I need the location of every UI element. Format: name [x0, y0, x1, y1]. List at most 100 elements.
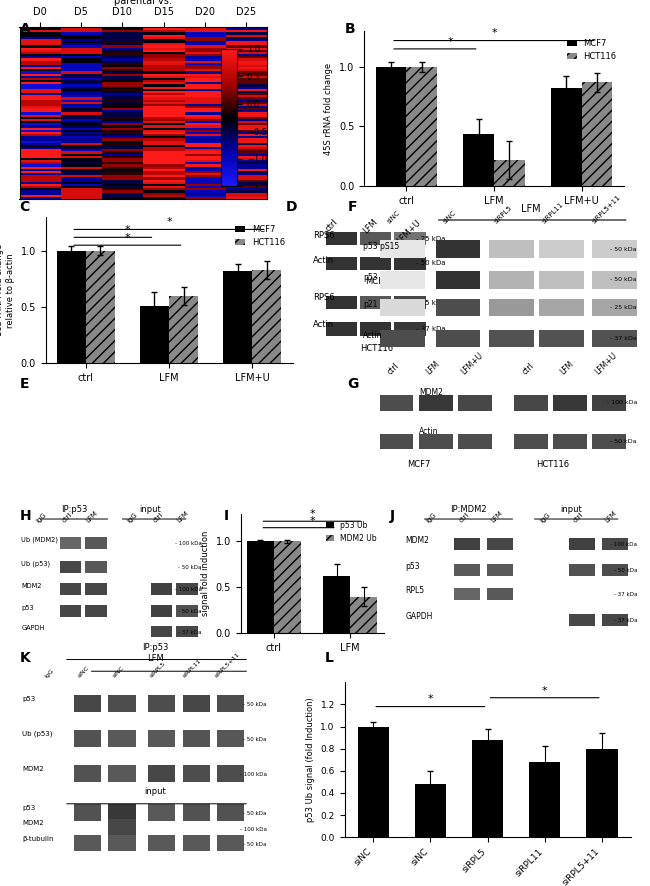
- Text: ctrl: ctrl: [520, 361, 536, 376]
- Bar: [109, 695, 136, 712]
- Bar: [540, 330, 584, 347]
- Text: siRPL11: siRPL11: [541, 201, 565, 224]
- Text: MCF7: MCF7: [408, 460, 431, 469]
- Bar: [376, 66, 406, 186]
- Text: LFM: LFM: [182, 392, 199, 400]
- Text: input: input: [560, 505, 582, 514]
- Text: LFM: LFM: [521, 204, 541, 214]
- Y-axis label: 45S rRNA fold change: 45S rRNA fold change: [324, 63, 333, 154]
- Bar: [463, 134, 494, 186]
- Text: *: *: [491, 28, 497, 38]
- Bar: [529, 762, 560, 837]
- Circle shape: [54, 403, 67, 419]
- Text: ctrl: ctrl: [60, 512, 73, 525]
- Bar: [380, 395, 413, 411]
- Circle shape: [68, 406, 72, 411]
- Text: - 100 kDa: - 100 kDa: [174, 541, 202, 546]
- Bar: [488, 588, 513, 600]
- Text: L: L: [325, 651, 334, 665]
- Bar: [592, 240, 637, 258]
- Circle shape: [212, 445, 238, 478]
- Text: IgG: IgG: [44, 668, 55, 679]
- Bar: [569, 614, 595, 626]
- Bar: [582, 82, 612, 186]
- Text: ctrl: ctrl: [572, 512, 585, 525]
- Text: Ub (p53): Ub (p53): [22, 730, 53, 737]
- Bar: [169, 296, 198, 363]
- Text: siNC: siNC: [77, 665, 90, 679]
- Bar: [274, 541, 300, 633]
- Bar: [85, 583, 107, 595]
- Text: HCT116: HCT116: [361, 344, 393, 354]
- Bar: [74, 695, 101, 712]
- Bar: [494, 159, 525, 186]
- Text: *: *: [309, 516, 315, 526]
- Text: - 37 kDa: - 37 kDa: [614, 618, 637, 623]
- Circle shape: [239, 392, 268, 430]
- Text: - 50 kDa: - 50 kDa: [243, 702, 266, 707]
- Legend: MCF7, HCT116: MCF7, HCT116: [564, 35, 620, 64]
- Text: p53: p53: [363, 273, 378, 282]
- Text: siNC: siNC: [112, 665, 125, 679]
- Bar: [74, 730, 101, 747]
- Text: β-tubulin: β-tubulin: [22, 835, 53, 842]
- Bar: [489, 299, 534, 316]
- Bar: [415, 784, 446, 837]
- Bar: [148, 730, 175, 747]
- Text: - 50 kDa: - 50 kDa: [243, 843, 266, 847]
- Bar: [217, 730, 244, 747]
- Text: F: F: [348, 200, 358, 214]
- Bar: [183, 804, 210, 821]
- Bar: [602, 614, 628, 626]
- Bar: [326, 323, 357, 336]
- Circle shape: [233, 435, 243, 447]
- Bar: [602, 539, 628, 550]
- Bar: [151, 583, 172, 595]
- Bar: [436, 299, 480, 316]
- Text: RPL5: RPL5: [406, 587, 424, 595]
- Bar: [540, 271, 584, 289]
- Bar: [592, 395, 626, 411]
- Text: C: C: [20, 200, 30, 214]
- Bar: [176, 626, 198, 637]
- Text: input: input: [144, 787, 166, 796]
- Bar: [324, 576, 350, 633]
- Bar: [458, 395, 491, 411]
- Circle shape: [106, 424, 134, 460]
- Bar: [86, 251, 115, 363]
- Text: MCF7: MCF7: [365, 277, 389, 286]
- Text: *: *: [166, 217, 172, 227]
- Text: I: I: [224, 509, 229, 523]
- Circle shape: [171, 476, 181, 487]
- Bar: [109, 765, 136, 782]
- Text: J: J: [390, 509, 395, 523]
- Text: MDM2: MDM2: [419, 388, 443, 397]
- Text: *: *: [542, 686, 547, 696]
- Text: siNC: siNC: [386, 209, 402, 224]
- Bar: [592, 330, 637, 347]
- Bar: [394, 323, 426, 336]
- Bar: [380, 330, 424, 347]
- Text: *: *: [125, 233, 130, 243]
- Text: Actin: Actin: [313, 256, 334, 265]
- Text: - 37 kDa: - 37 kDa: [614, 593, 637, 597]
- Text: IP:p53: IP:p53: [61, 505, 87, 514]
- Legend: MCF7, HCT116: MCF7, HCT116: [232, 222, 289, 250]
- Bar: [217, 835, 244, 852]
- Bar: [454, 564, 480, 576]
- Bar: [326, 257, 357, 270]
- Text: LFM: LFM: [147, 655, 164, 664]
- Bar: [380, 240, 424, 258]
- Text: siRPL5+11: siRPL5+11: [213, 652, 240, 679]
- Bar: [540, 240, 584, 258]
- Text: *: *: [125, 225, 130, 235]
- Bar: [540, 299, 584, 316]
- Text: siNC: siNC: [442, 209, 458, 224]
- Bar: [592, 271, 637, 289]
- Bar: [454, 539, 480, 550]
- Text: siRPL11: siRPL11: [182, 658, 203, 679]
- Bar: [436, 330, 480, 347]
- Bar: [151, 605, 172, 617]
- Text: p53: p53: [406, 562, 420, 571]
- Y-axis label: signal fold induction: signal fold induction: [201, 531, 210, 617]
